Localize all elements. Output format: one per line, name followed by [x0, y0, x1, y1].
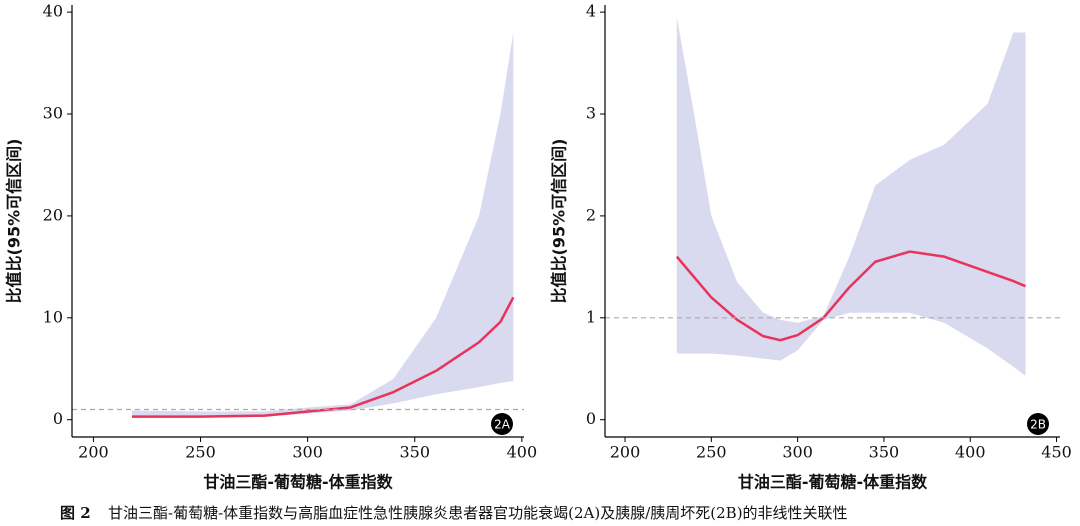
x-axis-label: 甘油三酯-葡萄糖-体重指数 [203, 473, 393, 492]
x-tick-label: 250 [185, 443, 216, 462]
x-tick-label: 200 [610, 443, 641, 462]
y-tick-label: 4 [586, 2, 596, 21]
y-tick-label: 0 [586, 409, 596, 428]
x-axis-label: 甘油三酯-葡萄糖-体重指数 [738, 473, 928, 492]
y-tick-label: 3 [586, 104, 596, 123]
badge-label: 2A [494, 418, 511, 432]
x-tick-label: 200 [78, 443, 109, 462]
x-tick-label: 250 [696, 443, 727, 462]
fit-line [131, 296, 515, 418]
y-tick-label: 2 [586, 205, 596, 224]
badge [1027, 413, 1049, 435]
x-tick-label: 400 [507, 443, 538, 462]
y-tick-label: 40 [43, 2, 63, 21]
badge [491, 413, 513, 435]
y-tick-label: 1 [586, 307, 596, 326]
caption-label: 图 2 [60, 504, 91, 522]
confidence-band [131, 32, 514, 418]
confidence-band [676, 17, 1026, 376]
y-axis-label: 比值比(95%可信区间) [550, 139, 569, 304]
x-tick-label: 300 [782, 443, 813, 462]
x-tick-label: 300 [292, 443, 323, 462]
x-tick-label: 450 [1041, 443, 1072, 462]
y-tick-label: 0 [53, 409, 63, 428]
y-tick-label: 20 [43, 205, 63, 224]
y-axis-label: 比值比(95%可信区间) [5, 139, 24, 304]
y-tick-label: 10 [43, 307, 63, 326]
x-tick-label: 350 [399, 443, 430, 462]
y-tick-label: 30 [43, 104, 63, 123]
caption-text: 甘油三酯-葡萄糖-体重指数与高脂血症性急性胰腺炎患者器官功能衰竭(2A)及胰腺/… [108, 504, 848, 522]
x-tick-label: 350 [869, 443, 900, 462]
badge-label: 2B [1030, 418, 1046, 432]
x-tick-label: 400 [955, 443, 986, 462]
